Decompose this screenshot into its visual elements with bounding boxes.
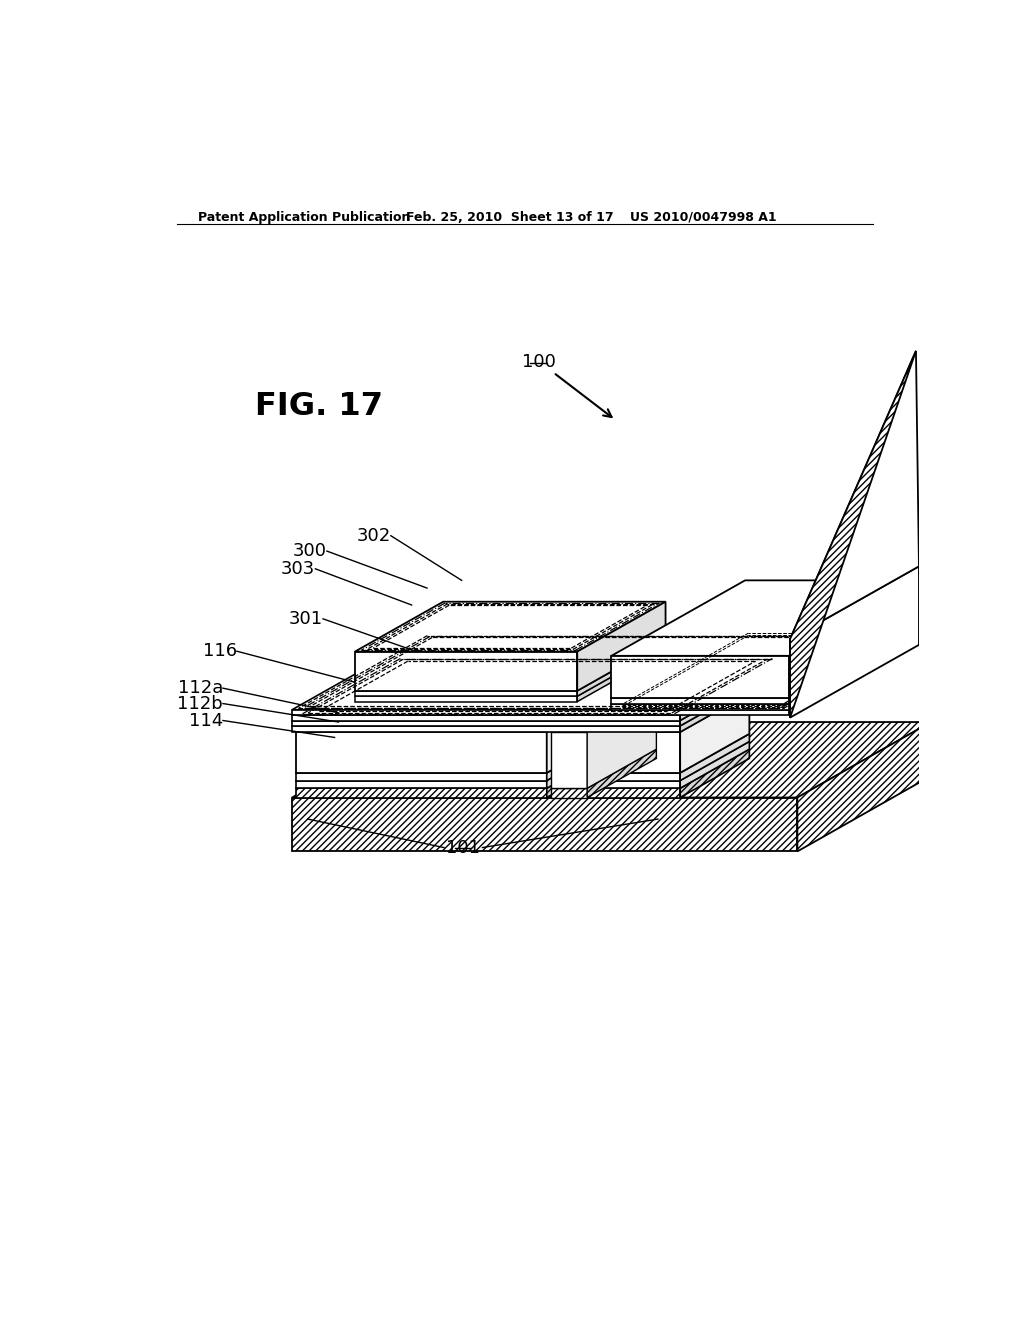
Polygon shape — [680, 734, 750, 780]
Polygon shape — [292, 722, 931, 797]
Polygon shape — [587, 774, 680, 780]
Polygon shape — [296, 675, 649, 733]
Polygon shape — [355, 647, 666, 696]
Polygon shape — [355, 642, 666, 690]
Polygon shape — [355, 690, 578, 696]
Text: 101: 101 — [446, 838, 480, 857]
Polygon shape — [292, 726, 680, 733]
Text: 112a: 112a — [177, 680, 223, 697]
Polygon shape — [292, 710, 790, 715]
Polygon shape — [292, 668, 782, 726]
Polygon shape — [355, 652, 578, 690]
Polygon shape — [587, 750, 750, 788]
Polygon shape — [790, 623, 923, 705]
Text: 116: 116 — [203, 643, 237, 660]
Polygon shape — [292, 635, 923, 710]
Polygon shape — [578, 647, 666, 702]
Polygon shape — [296, 733, 547, 774]
Polygon shape — [587, 733, 680, 774]
Text: Feb. 25, 2010  Sheet 13 of 17: Feb. 25, 2010 Sheet 13 of 17 — [407, 211, 613, 224]
Polygon shape — [292, 657, 782, 715]
Polygon shape — [680, 663, 782, 726]
Polygon shape — [611, 705, 790, 710]
Polygon shape — [611, 656, 790, 698]
Polygon shape — [551, 750, 656, 788]
Polygon shape — [296, 730, 649, 788]
Polygon shape — [547, 722, 649, 788]
Polygon shape — [680, 742, 750, 788]
Polygon shape — [587, 693, 656, 788]
Polygon shape — [587, 742, 750, 780]
Polygon shape — [578, 602, 666, 690]
Polygon shape — [611, 698, 790, 705]
Polygon shape — [790, 628, 923, 710]
Polygon shape — [790, 635, 923, 715]
Text: 114: 114 — [188, 711, 223, 730]
Polygon shape — [296, 780, 547, 788]
Polygon shape — [587, 780, 680, 788]
Polygon shape — [611, 581, 923, 656]
Polygon shape — [547, 730, 649, 797]
Polygon shape — [791, 351, 919, 639]
Text: 100: 100 — [521, 354, 556, 371]
Polygon shape — [680, 750, 750, 797]
Polygon shape — [296, 722, 649, 780]
Polygon shape — [680, 657, 782, 721]
Polygon shape — [587, 693, 750, 733]
Polygon shape — [791, 566, 919, 718]
Polygon shape — [547, 715, 649, 780]
Polygon shape — [587, 750, 656, 797]
Polygon shape — [587, 788, 680, 797]
Polygon shape — [798, 722, 931, 851]
Polygon shape — [296, 774, 547, 780]
Polygon shape — [790, 581, 923, 698]
Polygon shape — [611, 623, 923, 698]
Text: FIG. 17: FIG. 17 — [255, 391, 383, 422]
Text: Patent Application Publication: Patent Application Publication — [199, 211, 411, 224]
Polygon shape — [547, 675, 649, 774]
Polygon shape — [551, 788, 587, 797]
Text: 300: 300 — [293, 543, 327, 560]
Text: 302: 302 — [356, 527, 391, 545]
Text: 112b: 112b — [177, 694, 223, 713]
Text: 301: 301 — [289, 610, 323, 628]
Polygon shape — [355, 696, 578, 702]
Polygon shape — [551, 693, 656, 733]
Polygon shape — [355, 602, 666, 652]
Polygon shape — [292, 715, 680, 721]
Polygon shape — [587, 734, 750, 774]
Polygon shape — [292, 721, 680, 726]
Polygon shape — [292, 663, 782, 721]
Polygon shape — [680, 693, 750, 774]
Polygon shape — [791, 351, 915, 718]
Polygon shape — [611, 628, 923, 705]
Polygon shape — [578, 642, 666, 696]
Text: 303: 303 — [282, 560, 315, 578]
Polygon shape — [296, 715, 649, 774]
Polygon shape — [551, 733, 587, 788]
Polygon shape — [296, 788, 547, 797]
Polygon shape — [680, 668, 782, 733]
Text: US 2010/0047998 A1: US 2010/0047998 A1 — [630, 211, 776, 224]
Polygon shape — [292, 797, 798, 851]
